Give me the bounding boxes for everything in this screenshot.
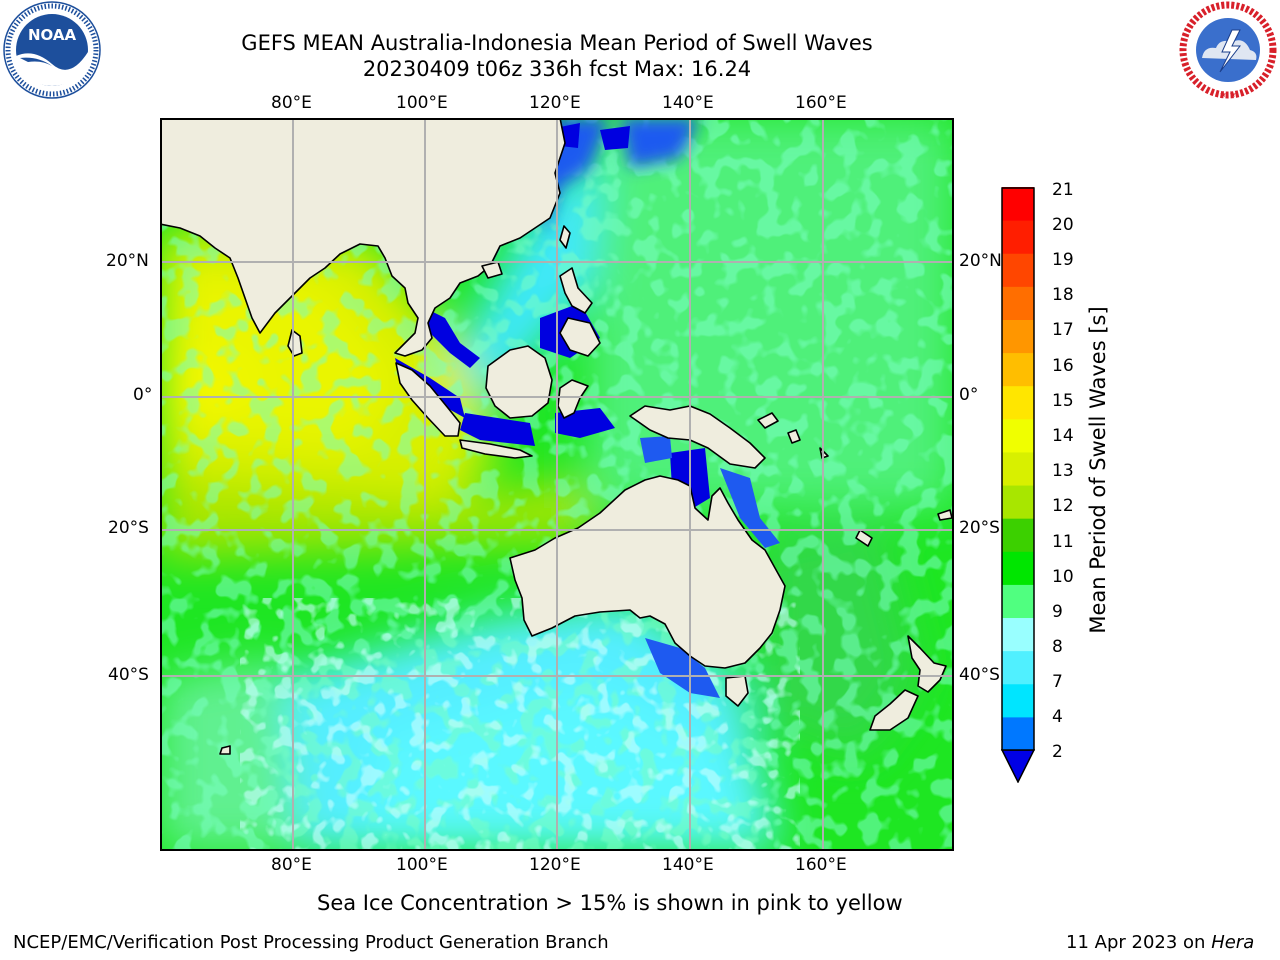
lon-tick-bottom: 140°E <box>662 855 714 875</box>
nws-logo-icon: ★ ★ <box>1178 0 1278 100</box>
swell-period-map[interactable] <box>160 118 954 851</box>
colorbar-swatch <box>1002 187 1034 221</box>
colorbar-tick: 2 <box>1052 742 1063 762</box>
svg-text:★ ★: ★ ★ <box>1220 90 1237 99</box>
colorbar-swatch <box>1002 253 1034 287</box>
lat-tick-left: 0° <box>133 385 153 405</box>
colorbar-swatch <box>1002 551 1034 585</box>
lon-tick-top: 100°E <box>396 93 448 113</box>
colorbar-swatches <box>1001 187 1035 783</box>
footer-timestamp: 11 Apr 2023 on Hera <box>1066 932 1254 953</box>
colorbar-swatch <box>1002 584 1034 619</box>
graticule <box>160 118 954 851</box>
colorbar-swatch <box>1002 220 1034 254</box>
colorbar-frame <box>1001 187 1035 751</box>
land <box>160 118 953 755</box>
colorbar-swatch <box>1002 385 1034 420</box>
colorbar-tick: 19 <box>1052 250 1074 270</box>
lon-tick-top: 80°E <box>271 93 312 113</box>
colorbar-axis-label: Mean Period of Swell Waves [s] <box>1086 306 1110 634</box>
lat-tick-right: 40°S <box>959 665 1000 685</box>
colorbar-tick: 10 <box>1052 567 1074 587</box>
colorbar-tick: 17 <box>1052 320 1074 340</box>
lat-tick-right: 0° <box>959 385 979 405</box>
colorbar-swatch <box>1002 451 1034 486</box>
colorbar-swatch <box>1002 485 1034 519</box>
colorbar-tick: 7 <box>1052 672 1063 692</box>
colorbar-tick: 14 <box>1052 426 1074 446</box>
colorbar-tick: 8 <box>1052 637 1063 657</box>
colorbar-tick: 4 <box>1052 707 1063 727</box>
colorbar-swatch <box>1002 352 1034 387</box>
colorbar-swatch <box>1002 683 1034 718</box>
lon-tick-top: 120°E <box>529 93 581 113</box>
footer-date: 11 Apr 2023 on <box>1066 932 1206 953</box>
colorbar-extend-triangle <box>1001 749 1035 783</box>
lat-tick-left: 20°N <box>106 251 149 271</box>
lon-tick-bottom: 160°E <box>795 855 847 875</box>
colorbar-tick: 16 <box>1052 356 1074 376</box>
lat-tick-right: 20°S <box>959 518 1000 538</box>
colorbar-tick: 15 <box>1052 391 1074 411</box>
colorbar-swatch <box>1002 617 1034 652</box>
footer-credit: NCEP/EMC/Verification Post Processing Pr… <box>13 932 609 953</box>
colorbar-tick: 21 <box>1052 180 1074 200</box>
colorbar-swatch <box>1002 716 1034 751</box>
lat-tick-right: 20°N <box>959 251 1002 271</box>
colorbar-swatch <box>1002 319 1034 354</box>
colorbar-swatch <box>1002 518 1034 552</box>
lon-tick-top: 160°E <box>795 93 847 113</box>
lat-tick-left: 40°S <box>108 665 149 685</box>
chart-title: GEFS MEAN Australia-Indonesia Mean Perio… <box>241 31 873 55</box>
sea-ice-note: Sea Ice Concentration > 15% is shown in … <box>317 891 903 915</box>
colorbar-tick: 18 <box>1052 285 1074 305</box>
colorbar-tick: 12 <box>1052 496 1074 516</box>
colorbar-swatch <box>1002 650 1034 685</box>
svg-text:NOAA: NOAA <box>28 26 77 44</box>
colorbar-swatch <box>1002 286 1034 320</box>
chart-subtitle: 20230409 t06z 336h fcst Max: 16.24 <box>362 57 752 81</box>
colorbar-tick: 11 <box>1052 532 1074 552</box>
colorbar-tick: 13 <box>1052 461 1074 481</box>
colorbar-swatch <box>1002 418 1034 453</box>
colorbar <box>1001 187 1035 783</box>
colorbar-tick: 20 <box>1052 215 1074 235</box>
lon-tick-top: 140°E <box>662 93 714 113</box>
lon-tick-bottom: 120°E <box>529 855 581 875</box>
lon-tick-bottom: 100°E <box>396 855 448 875</box>
footer-machine: Hera <box>1211 932 1255 953</box>
lat-tick-left: 20°S <box>108 518 149 538</box>
colorbar-tick: 9 <box>1052 602 1063 622</box>
lon-tick-bottom: 80°E <box>271 855 312 875</box>
noaa-logo-icon: NOAA <box>2 0 102 100</box>
map-frame <box>160 118 954 851</box>
